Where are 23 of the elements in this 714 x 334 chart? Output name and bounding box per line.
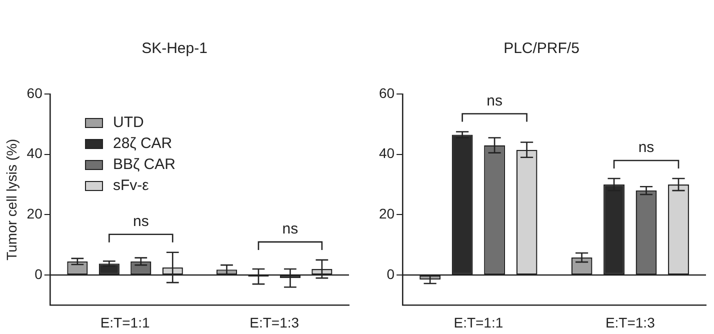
y-tick-label: 40	[26, 145, 43, 162]
annotation: ns	[638, 139, 654, 156]
y-tick-label: 20	[378, 206, 395, 222]
legend-label: UTD	[113, 114, 144, 131]
legend-label: sFv-ε	[113, 177, 149, 194]
x-tick-label: E:T=1:3	[250, 314, 300, 330]
y-tick-label: 0	[34, 266, 43, 282]
legend-label: BBζ CAR	[113, 156, 176, 173]
legend-label: 28ζ CAR	[113, 135, 172, 152]
y-tick-label: 40	[378, 145, 395, 162]
x-tick-label: E:T=1:3	[605, 314, 656, 330]
y-tick-label: 0	[386, 266, 395, 282]
x-tick-label: E:T=1:1	[100, 314, 150, 330]
y-axis-title: Tumor cell lysis (%)	[3, 138, 20, 260]
annotation: ns	[486, 92, 502, 110]
annotation: ns	[132, 213, 149, 230]
y-tick-label: 60	[378, 84, 395, 101]
chart-title: SK-Hep-1	[142, 40, 208, 58]
y-tick-label: 60	[26, 84, 43, 101]
x-tick-label: E:T=1:1	[454, 314, 504, 330]
y-tick-label: 20	[26, 206, 43, 222]
annotation: ns	[282, 220, 298, 238]
chart-title: PLC/PRF/5	[504, 40, 580, 58]
